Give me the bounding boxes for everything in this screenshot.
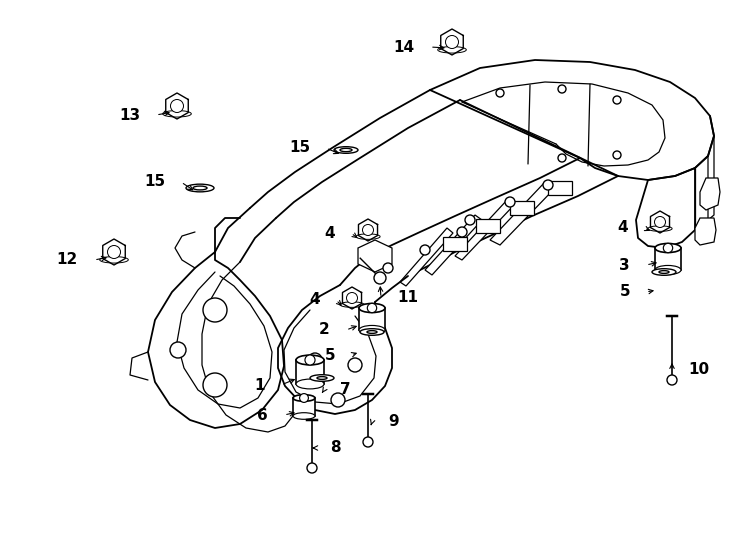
Circle shape <box>170 99 184 112</box>
Polygon shape <box>490 182 555 245</box>
Bar <box>359 308 385 330</box>
Circle shape <box>496 89 504 97</box>
Text: 9: 9 <box>388 415 399 429</box>
Circle shape <box>331 393 345 407</box>
Ellipse shape <box>293 413 315 419</box>
Bar <box>655 248 681 270</box>
Text: 14: 14 <box>393 39 414 55</box>
Circle shape <box>613 151 621 159</box>
Ellipse shape <box>296 379 324 389</box>
Circle shape <box>457 227 467 237</box>
Circle shape <box>383 263 393 273</box>
Bar <box>296 360 324 384</box>
Ellipse shape <box>359 326 385 335</box>
Circle shape <box>299 394 308 402</box>
Circle shape <box>655 217 666 227</box>
Polygon shape <box>476 219 500 233</box>
Ellipse shape <box>652 269 676 275</box>
Polygon shape <box>358 240 392 272</box>
Ellipse shape <box>310 375 334 381</box>
Text: 10: 10 <box>688 362 709 377</box>
Text: 15: 15 <box>289 140 310 156</box>
Circle shape <box>346 293 357 303</box>
Ellipse shape <box>648 226 672 231</box>
Text: 4: 4 <box>324 226 335 240</box>
Text: 15: 15 <box>144 174 165 190</box>
Circle shape <box>420 245 430 255</box>
Bar <box>293 398 315 416</box>
Ellipse shape <box>437 46 466 53</box>
Ellipse shape <box>340 148 352 152</box>
Ellipse shape <box>359 303 385 313</box>
Text: 4: 4 <box>617 220 628 235</box>
Circle shape <box>558 85 566 93</box>
Circle shape <box>543 180 553 190</box>
Circle shape <box>558 154 566 162</box>
Text: 6: 6 <box>257 408 268 422</box>
Ellipse shape <box>356 234 380 239</box>
Circle shape <box>446 36 459 49</box>
Circle shape <box>374 272 386 284</box>
Polygon shape <box>455 199 515 260</box>
Circle shape <box>505 197 515 207</box>
Circle shape <box>664 244 672 253</box>
Ellipse shape <box>655 244 681 253</box>
Ellipse shape <box>334 147 358 153</box>
Circle shape <box>307 463 317 473</box>
Text: 13: 13 <box>119 107 140 123</box>
Circle shape <box>367 303 377 313</box>
Circle shape <box>308 353 322 367</box>
Text: 2: 2 <box>319 322 330 338</box>
Polygon shape <box>400 228 453 286</box>
Text: 7: 7 <box>340 382 351 397</box>
Circle shape <box>465 215 475 225</box>
Polygon shape <box>443 237 467 251</box>
Ellipse shape <box>340 302 364 307</box>
Polygon shape <box>695 218 716 245</box>
Ellipse shape <box>193 186 207 190</box>
Ellipse shape <box>659 271 669 273</box>
Text: 3: 3 <box>619 258 630 273</box>
Polygon shape <box>700 178 720 210</box>
Text: 8: 8 <box>330 441 341 456</box>
Ellipse shape <box>186 184 214 192</box>
Ellipse shape <box>360 329 384 335</box>
Text: 1: 1 <box>255 377 265 393</box>
Ellipse shape <box>163 111 192 117</box>
Text: 4: 4 <box>309 293 320 307</box>
Circle shape <box>305 355 315 365</box>
Circle shape <box>667 375 677 385</box>
Ellipse shape <box>293 395 315 401</box>
Polygon shape <box>548 181 572 195</box>
Circle shape <box>363 225 374 235</box>
Ellipse shape <box>317 376 327 380</box>
Circle shape <box>203 298 227 322</box>
Ellipse shape <box>655 266 681 274</box>
Circle shape <box>613 96 621 104</box>
Text: 11: 11 <box>397 291 418 306</box>
Polygon shape <box>425 215 482 275</box>
Ellipse shape <box>296 355 324 365</box>
Circle shape <box>203 373 227 397</box>
Circle shape <box>348 358 362 372</box>
Ellipse shape <box>367 330 377 333</box>
Ellipse shape <box>100 256 128 263</box>
Text: 5: 5 <box>324 348 335 362</box>
Text: 5: 5 <box>619 285 630 300</box>
Polygon shape <box>510 201 534 215</box>
Circle shape <box>170 342 186 358</box>
Circle shape <box>363 437 373 447</box>
Circle shape <box>107 246 120 259</box>
Text: 12: 12 <box>57 253 78 267</box>
